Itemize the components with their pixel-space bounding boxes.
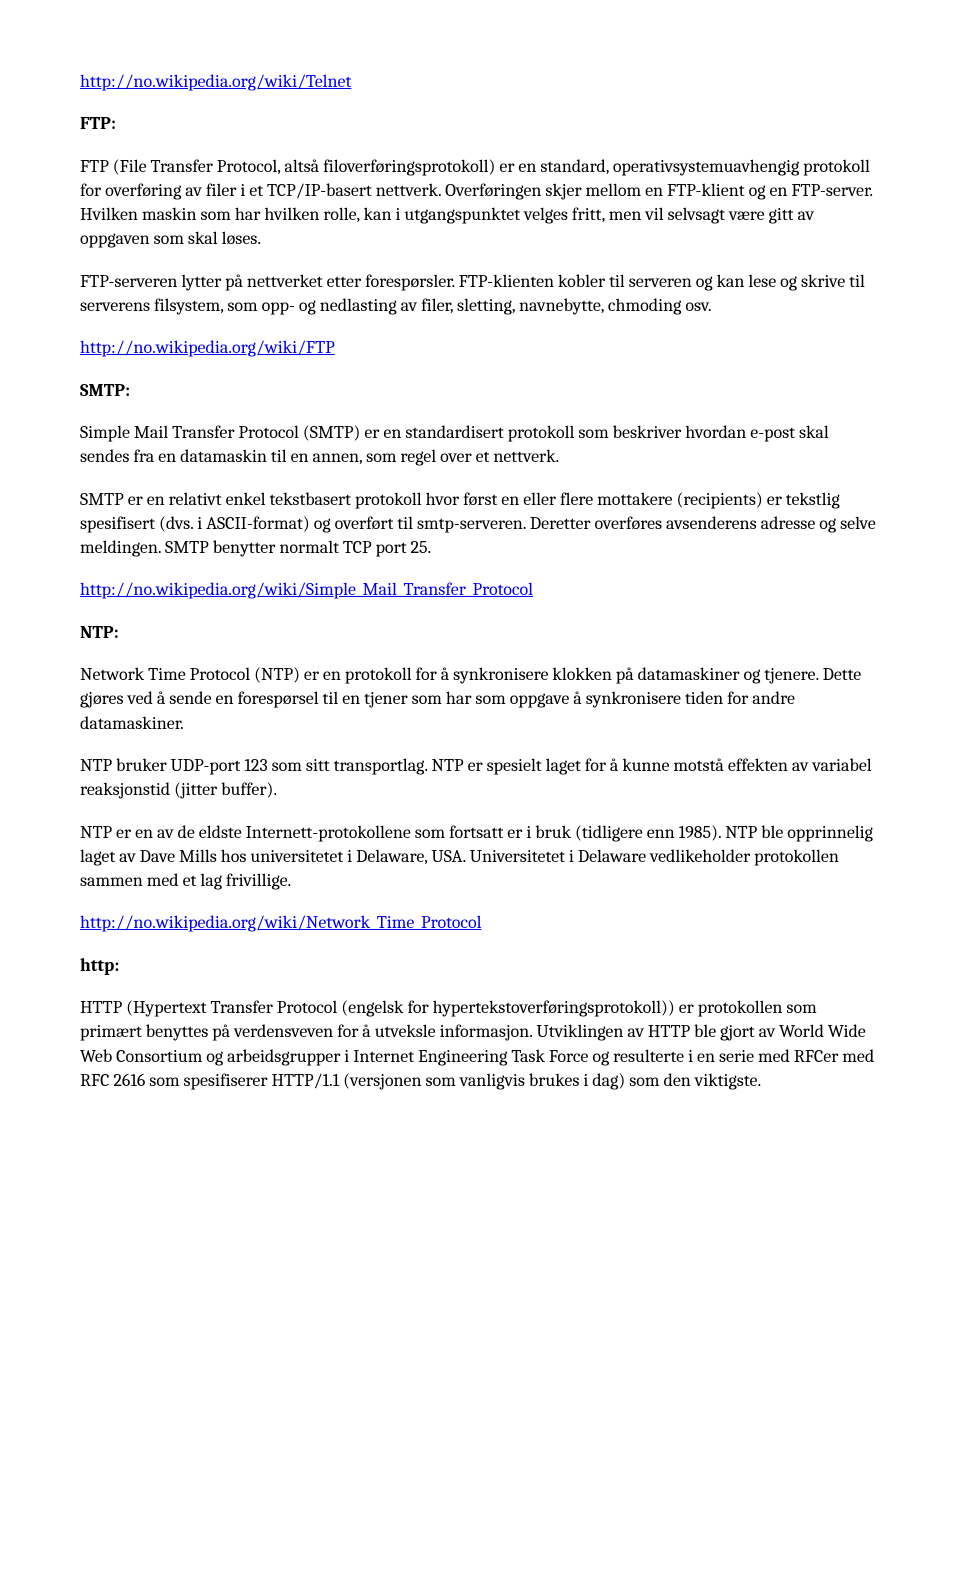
smtp-paragraph-1: Simple Mail Transfer Protocol (SMTP) er …	[80, 421, 880, 470]
ftp-link[interactable]: http://no.wikipedia.org/wiki/FTP	[80, 337, 335, 358]
http-heading: http:	[80, 954, 880, 978]
ntp-paragraph-1: Network Time Protocol (NTP) er en protok…	[80, 663, 880, 736]
ntp-paragraph-2: NTP bruker UDP-port 123 som sitt transpo…	[80, 754, 880, 803]
ntp-heading: NTP:	[80, 621, 880, 645]
ftp-heading: FTP:	[80, 112, 880, 136]
smtp-heading: SMTP:	[80, 379, 880, 403]
telnet-link[interactable]: http://no.wikipedia.org/wiki/Telnet	[80, 71, 351, 92]
ntp-paragraph-3: NTP er en av de eldste Internett-protoko…	[80, 821, 880, 894]
smtp-link[interactable]: http://no.wikipedia.org/wiki/Simple_Mail…	[80, 579, 533, 600]
ftp-paragraph-1: FTP (File Transfer Protocol, altså filov…	[80, 155, 880, 252]
ntp-link[interactable]: http://no.wikipedia.org/wiki/Network_Tim…	[80, 912, 482, 933]
http-paragraph-1: HTTP (Hypertext Transfer Protocol (engel…	[80, 996, 880, 1093]
smtp-paragraph-2: SMTP er en relativt enkel tekstbasert pr…	[80, 488, 880, 561]
ftp-paragraph-2: FTP-serveren lytter på nettverket etter …	[80, 270, 880, 319]
